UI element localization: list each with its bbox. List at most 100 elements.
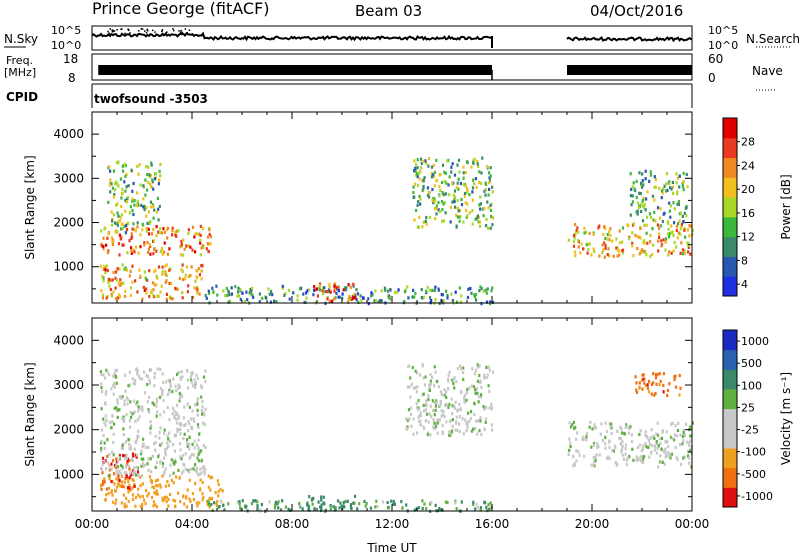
range-cell (110, 387, 113, 391)
range-cell (146, 278, 149, 282)
range-cell (455, 507, 458, 511)
range-cell (673, 221, 676, 225)
range-cell (114, 188, 117, 192)
range-cell (198, 232, 201, 236)
range-cell (163, 456, 166, 460)
range-cell (281, 499, 284, 503)
range-cell (411, 295, 414, 299)
range-cell (123, 471, 126, 475)
range-cell (691, 421, 694, 425)
range-cell (178, 399, 181, 403)
range-cell (149, 182, 152, 186)
range-cell (115, 463, 118, 467)
range-cell (122, 453, 125, 458)
range-cell (136, 466, 140, 470)
range-cell (185, 441, 188, 445)
range-cell (114, 230, 117, 234)
range-cell (158, 230, 161, 235)
range-cell (143, 204, 146, 208)
range-cell (120, 205, 123, 209)
range-cell (609, 227, 612, 231)
range-cell (148, 243, 151, 247)
range-cell (426, 186, 429, 190)
range-cell (411, 365, 414, 370)
range-cell (154, 172, 158, 176)
range-cell (445, 403, 448, 407)
range-cell (672, 191, 675, 195)
range-cell (112, 374, 115, 378)
range-cell (102, 236, 105, 240)
range-cell (102, 276, 105, 280)
range-cell (420, 296, 423, 300)
range-cell (413, 169, 416, 173)
nsky-dot (111, 30, 114, 33)
range-cell (317, 500, 320, 504)
range-cell (108, 468, 111, 472)
range-cell (353, 292, 356, 296)
range-cell (188, 447, 191, 451)
range-cell (475, 387, 479, 391)
range-cell (166, 434, 169, 438)
range-cell (347, 283, 350, 287)
range-cell (142, 437, 145, 441)
range-cell (136, 221, 139, 225)
range-cell (359, 294, 362, 298)
range-cell (117, 220, 120, 224)
range-cell (117, 465, 120, 469)
range-cell (630, 187, 633, 191)
range-cell (458, 415, 461, 419)
range-cell (109, 190, 112, 194)
range-cell (675, 172, 678, 176)
range-cell (169, 492, 172, 497)
scatter-region (99, 367, 207, 478)
range-cell (451, 412, 454, 416)
range-cell (141, 482, 144, 486)
range-cell (606, 456, 609, 460)
range-cell (661, 219, 664, 224)
range-cell (101, 296, 105, 300)
range-cell (465, 398, 468, 402)
range-cell (108, 476, 111, 481)
range-cell (674, 446, 677, 450)
range-cell (116, 473, 119, 477)
range-cell (123, 162, 127, 166)
range-cell (102, 373, 105, 377)
range-cell (123, 180, 126, 184)
range-cell (175, 234, 178, 238)
nsky-dot (146, 28, 148, 31)
range-cell (169, 382, 172, 386)
range-cell (592, 247, 595, 251)
range-cell (491, 428, 494, 432)
range-cell (106, 236, 109, 240)
range-cell (105, 487, 108, 491)
range-cell (163, 241, 166, 245)
range-cell (163, 230, 166, 234)
range-cell (462, 165, 465, 169)
range-cell (179, 245, 182, 249)
range-cell (440, 414, 443, 418)
range-cell (202, 245, 205, 249)
range-cell (483, 189, 486, 193)
range-cell (685, 172, 688, 177)
range-cell (127, 184, 130, 188)
range-cell (603, 255, 606, 259)
range-cell (196, 423, 200, 427)
range-cell (155, 274, 158, 278)
range-cell (153, 270, 156, 274)
scatter-region (313, 282, 357, 304)
range-cell (338, 506, 341, 510)
range-cell (167, 226, 170, 230)
range-cell (108, 183, 111, 187)
range-cell (165, 263, 168, 267)
range-cell (472, 178, 475, 182)
range-cell (427, 190, 430, 195)
range-cell (683, 433, 686, 437)
range-cell (585, 230, 588, 234)
range-cell (212, 290, 215, 294)
range-cell (241, 291, 244, 295)
range-cell (168, 268, 171, 272)
range-cell (643, 223, 646, 227)
range-cell (131, 457, 134, 461)
range-cell (149, 457, 152, 461)
range-cell (136, 434, 139, 438)
